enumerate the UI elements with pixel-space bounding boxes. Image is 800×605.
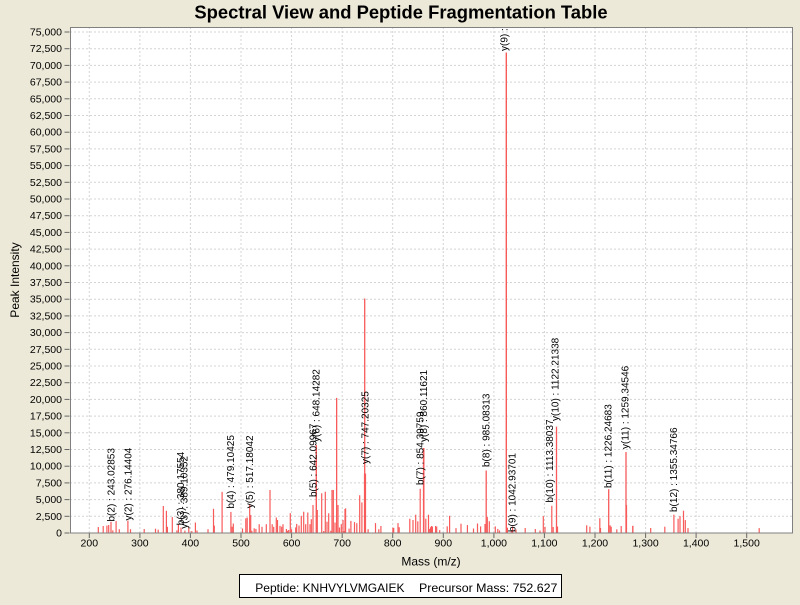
svg-text:700: 700 (333, 538, 351, 550)
svg-text:Mass (m/z): Mass (m/z) (401, 555, 460, 569)
svg-text:b(10) : 1113.38037: b(10) : 1113.38037 (545, 419, 556, 502)
svg-text:40,000: 40,000 (30, 260, 62, 272)
svg-text:70,000: 70,000 (30, 60, 62, 72)
svg-text:1,300: 1,300 (632, 538, 658, 550)
svg-text:200: 200 (81, 538, 99, 550)
svg-text:1,400: 1,400 (683, 538, 709, 550)
svg-text:b(11) : 1226.24683: b(11) : 1226.24683 (604, 404, 615, 488)
svg-text:7,500: 7,500 (36, 477, 62, 489)
svg-text:Peptide: KNHVYLVMGAIEK: Peptide: KNHVYLVMGAIEK (255, 581, 404, 595)
svg-text:b(2) : 243.02853: b(2) : 243.02853 (107, 448, 118, 522)
svg-text:1,100: 1,100 (531, 538, 557, 550)
svg-text:47,500: 47,500 (30, 210, 62, 222)
svg-text:37,500: 37,500 (30, 277, 62, 289)
svg-text:15,000: 15,000 (30, 427, 62, 439)
svg-text:Peak Intensity: Peak Intensity (8, 242, 22, 317)
svg-text:12,500: 12,500 (30, 444, 62, 456)
svg-text:b(12) : 1355.34766: b(12) : 1355.34766 (669, 427, 680, 512)
svg-text:25,000: 25,000 (30, 361, 62, 373)
svg-text:y(7) : 747.20325: y(7) : 747.20325 (361, 391, 372, 464)
svg-text:1,500: 1,500 (734, 538, 760, 550)
svg-text:20,000: 20,000 (30, 394, 62, 406)
svg-text:72,500: 72,500 (30, 43, 62, 55)
svg-text:y(2) : 276.14404: y(2) : 276.14404 (123, 447, 134, 520)
svg-text:y(8) : 860.11621: y(8) : 860.11621 (419, 369, 430, 442)
svg-text:b(3) : 380.17554: b(3) : 380.17554 (176, 451, 187, 525)
svg-text:500: 500 (232, 538, 250, 550)
svg-text:1,200: 1,200 (582, 538, 608, 550)
svg-text:y(6) : 648.14282: y(6) : 648.14282 (311, 369, 322, 442)
svg-text:60,000: 60,000 (30, 127, 62, 139)
svg-text:67,500: 67,500 (30, 77, 62, 89)
svg-text:800: 800 (384, 538, 402, 550)
svg-text:17,500: 17,500 (30, 411, 62, 423)
svg-text:b(9) : 1042.93701: b(9) : 1042.93701 (508, 453, 519, 532)
svg-text:900: 900 (435, 538, 453, 550)
svg-text:75,000: 75,000 (30, 27, 62, 39)
svg-text:62,500: 62,500 (30, 110, 62, 122)
svg-text:b(7) : 854.39759: b(7) : 854.39759 (416, 411, 427, 485)
svg-text:35,000: 35,000 (30, 294, 62, 306)
svg-text:y(9) : 1018.56995: y(9) : 1018.56995 (500, 0, 511, 51)
svg-text:1,000: 1,000 (481, 538, 507, 550)
svg-text:b(5) : 642.09967: b(5) : 642.09967 (308, 423, 319, 497)
svg-text:y(3) : 389.10352: y(3) : 389.10352 (180, 456, 191, 529)
svg-text:42,500: 42,500 (30, 244, 62, 256)
svg-text:50,000: 50,000 (30, 194, 62, 206)
svg-text:30,000: 30,000 (30, 327, 62, 339)
svg-text:Spectral View and Peptide Frag: Spectral View and Peptide Fragmentation … (194, 2, 607, 23)
svg-text:5,000: 5,000 (36, 494, 62, 506)
svg-text:y(10) : 1122.21338: y(10) : 1122.21338 (550, 337, 561, 421)
svg-text:27,500: 27,500 (30, 344, 62, 356)
svg-text:y(5) : 517.18042: y(5) : 517.18042 (245, 435, 256, 508)
svg-text:65,000: 65,000 (30, 93, 62, 105)
svg-text:52,500: 52,500 (30, 177, 62, 189)
svg-text:22,500: 22,500 (30, 377, 62, 389)
svg-text:600: 600 (283, 538, 301, 550)
svg-text:y(11) : 1259.34546: y(11) : 1259.34546 (621, 365, 632, 449)
svg-text:2,500: 2,500 (36, 511, 62, 523)
svg-text:b(4) : 479.10425: b(4) : 479.10425 (226, 435, 237, 509)
svg-text:57,500: 57,500 (30, 143, 62, 155)
svg-text:b(8) : 985.08313: b(8) : 985.08313 (482, 393, 493, 467)
svg-text:400: 400 (182, 538, 200, 550)
svg-text:Precursor Mass: 752.627: Precursor Mass: 752.627 (419, 581, 558, 595)
svg-text:10,000: 10,000 (30, 461, 62, 473)
svg-text:300: 300 (131, 538, 149, 550)
svg-text:55,000: 55,000 (30, 160, 62, 172)
svg-text:0: 0 (56, 528, 62, 540)
svg-text:32,500: 32,500 (30, 310, 62, 322)
svg-text:45,000: 45,000 (30, 227, 62, 239)
